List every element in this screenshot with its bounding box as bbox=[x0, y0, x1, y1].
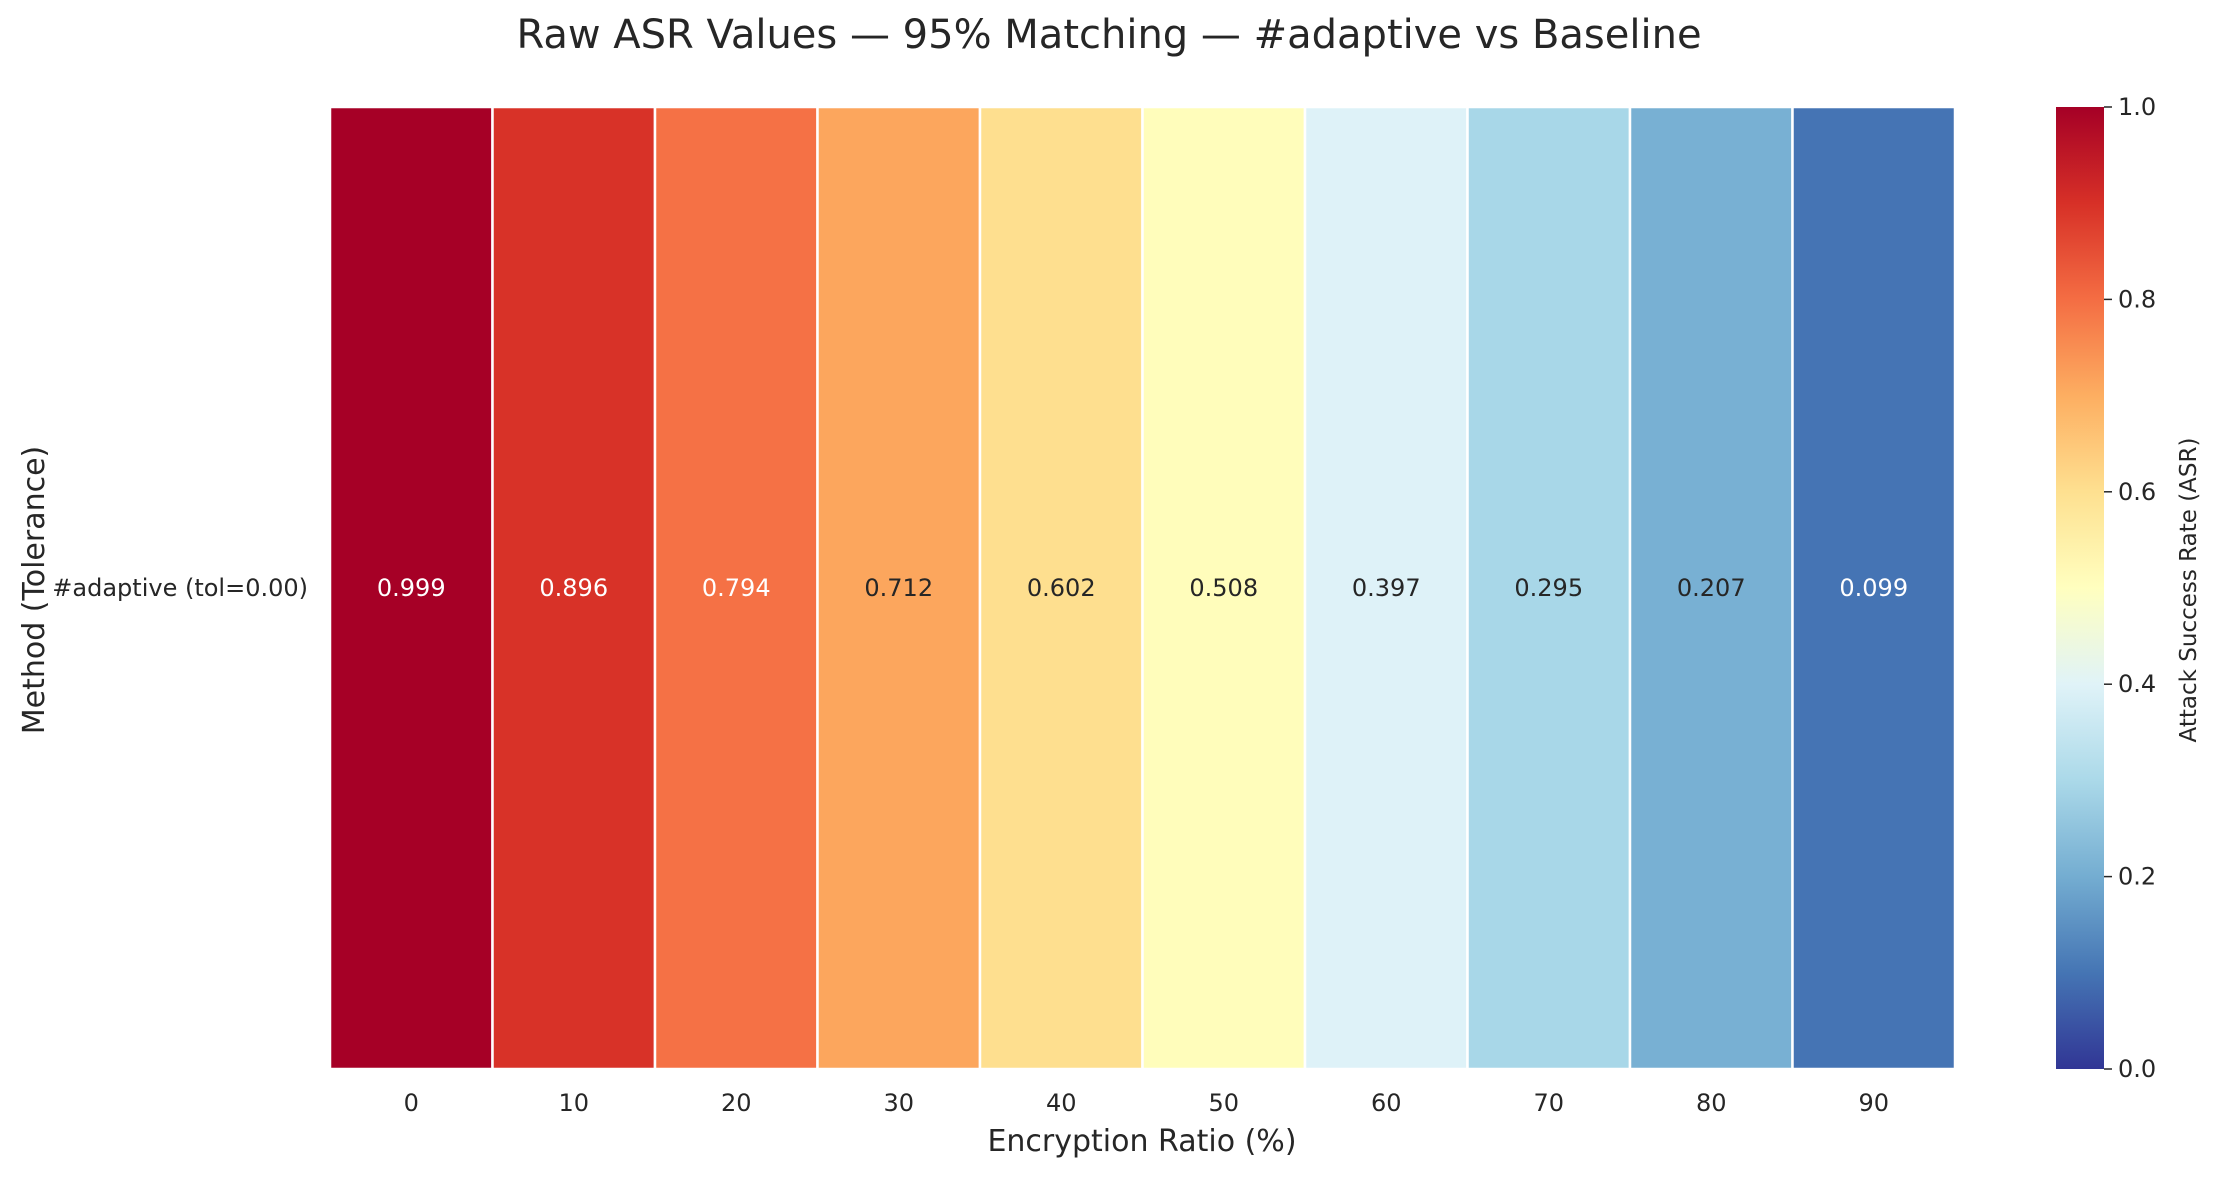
cell-value-label: 0.295 bbox=[1514, 574, 1583, 602]
cell-value-label: 0.794 bbox=[702, 574, 771, 602]
x-tick-label: 10 bbox=[558, 1089, 589, 1117]
x-tick-label: 30 bbox=[883, 1089, 914, 1117]
colorbar-tick-label: 0.6 bbox=[2118, 478, 2156, 506]
x-tick-label: 40 bbox=[1046, 1089, 1077, 1117]
x-tick-label: 70 bbox=[1533, 1089, 1564, 1117]
cell-value-label: 0.508 bbox=[1189, 574, 1258, 602]
cell-value-label: 0.602 bbox=[1027, 574, 1096, 602]
cell-value-label: 0.999 bbox=[377, 574, 446, 602]
cell-value-label: 0.712 bbox=[864, 574, 933, 602]
colorbar-tick-label: 1.0 bbox=[2118, 93, 2156, 121]
heatmap-cell bbox=[328, 105, 494, 1071]
colorbar-gradient bbox=[2056, 107, 2104, 1069]
y-tick-label: #adaptive (tol=0.00) bbox=[52, 574, 308, 602]
cell-value-label: 0.896 bbox=[539, 574, 608, 602]
heatmap-cell bbox=[1141, 105, 1307, 1071]
cell-value-label: 0.099 bbox=[1839, 574, 1908, 602]
colorbar-label: Attack Success Rate (ASR) bbox=[2176, 438, 2202, 743]
y-tick-labels: #adaptive (tol=0.00) bbox=[52, 574, 308, 602]
heatmap-cell bbox=[1628, 105, 1794, 1071]
heatmap-cell bbox=[491, 105, 657, 1071]
cell-value-label: 0.207 bbox=[1677, 574, 1746, 602]
colorbar-tick-label: 0.8 bbox=[2118, 285, 2156, 313]
colorbar-tick-label: 0.4 bbox=[2118, 670, 2156, 698]
colorbar: 0.0 0.2 0.4 0.6 0.8 1.0 bbox=[2056, 93, 2156, 1083]
heatmap-cell bbox=[1791, 105, 1957, 1071]
x-tick-label: 0 bbox=[404, 1089, 419, 1117]
y-axis-label: Method (Tolerance) bbox=[17, 446, 52, 735]
heatmap-cell bbox=[1303, 105, 1469, 1071]
x-tick-label: 50 bbox=[1208, 1089, 1239, 1117]
x-axis-label: Encryption Ratio (%) bbox=[987, 1124, 1296, 1159]
heatmap-cell bbox=[978, 105, 1144, 1071]
heatmap-cell bbox=[653, 105, 819, 1071]
x-tick-label: 60 bbox=[1371, 1089, 1402, 1117]
x-tick-labels: 0 10 20 30 40 50 60 70 80 90 bbox=[404, 1089, 1889, 1117]
chart-title: Raw ASR Values — 95% Matching — #adaptiv… bbox=[516, 12, 1701, 58]
colorbar-tick-label: 0.2 bbox=[2118, 863, 2156, 891]
x-tick-label: 80 bbox=[1696, 1089, 1727, 1117]
heatmap-cells: 0.999 0.896 0.794 0.712 0.602 0.508 0.397 0.295… bbox=[328, 105, 1957, 1071]
heatmap-cell bbox=[1466, 105, 1632, 1071]
cell-value-label: 0.397 bbox=[1352, 574, 1421, 602]
x-tick-label: 90 bbox=[1858, 1089, 1889, 1117]
colorbar-tick-label: 0.0 bbox=[2118, 1055, 2156, 1083]
x-tick-label: 20 bbox=[721, 1089, 752, 1117]
heatmap-cell bbox=[816, 105, 982, 1071]
